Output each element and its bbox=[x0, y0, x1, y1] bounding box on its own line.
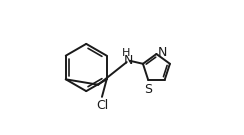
Text: Cl: Cl bbox=[96, 99, 108, 112]
Text: N: N bbox=[158, 46, 167, 59]
Text: N: N bbox=[123, 54, 133, 67]
Text: H: H bbox=[122, 48, 130, 58]
Text: S: S bbox=[144, 83, 152, 96]
